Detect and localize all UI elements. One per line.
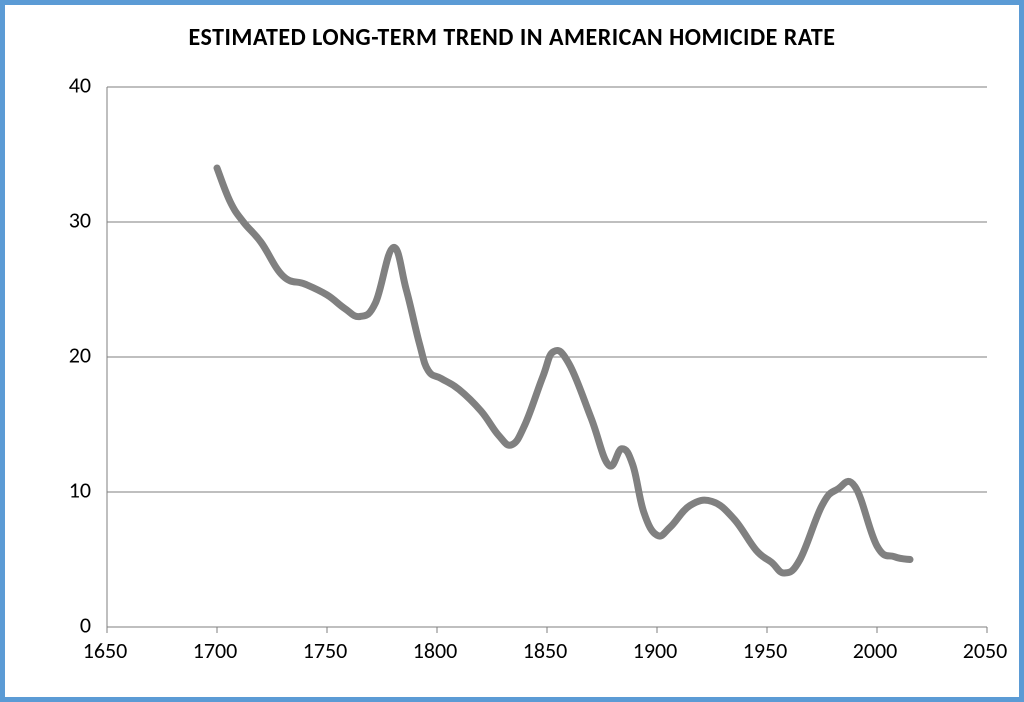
x-tick-label: 1650 <box>83 637 128 664</box>
x-tick-label: 1800 <box>413 637 458 664</box>
x-tick-label: 2000 <box>853 637 898 664</box>
y-tick-label: 40 <box>5 72 91 99</box>
y-tick-label: 30 <box>5 207 91 234</box>
y-tick-label: 0 <box>5 612 91 639</box>
chart-outer-frame: ESTIMATED LONG-TERM TREND IN AMERICAN HO… <box>0 0 1024 702</box>
y-tick-label: 10 <box>5 477 91 504</box>
x-tick-label: 1850 <box>523 637 568 664</box>
x-tick-label: 1700 <box>193 637 238 664</box>
x-tick-label: 1750 <box>303 637 348 664</box>
chart-plot-area <box>105 85 1005 645</box>
x-tick-label: 1950 <box>743 637 788 664</box>
y-tick-label: 20 <box>5 342 91 369</box>
x-tick-label: 2050 <box>963 637 1008 664</box>
chart-title: ESTIMATED LONG-TERM TREND IN AMERICAN HO… <box>5 23 1019 52</box>
x-tick-label: 1900 <box>633 637 678 664</box>
